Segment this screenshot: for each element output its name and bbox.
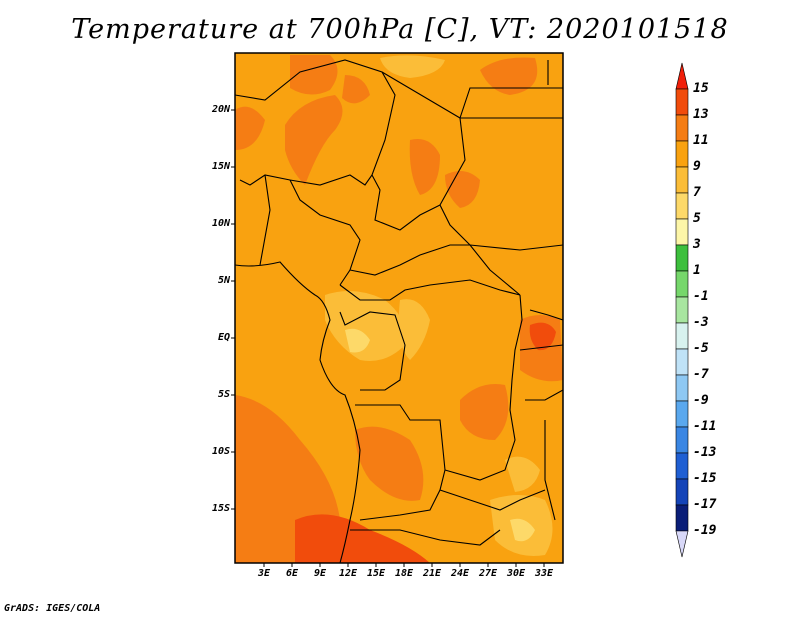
colorbar-swatch	[675, 374, 689, 402]
border-east-lakes	[519, 309, 563, 521]
warm-patch-center-east	[460, 384, 509, 440]
lat-label-eq: EQ	[217, 332, 230, 343]
colorbar-label: -11	[693, 419, 717, 434]
lon-label-24e: 24E	[450, 568, 470, 579]
colorbar-swatch	[675, 140, 689, 168]
border-drc-north	[339, 279, 521, 301]
cooler-patch-center	[345, 328, 370, 353]
colorbar-swatch	[675, 88, 689, 116]
warm-patch-ne1	[342, 75, 370, 104]
colorbar-swatch	[675, 322, 689, 350]
colorbar-label: -13	[693, 445, 717, 460]
cool-patch-east	[505, 456, 540, 492]
colorbar-swatch	[675, 166, 689, 194]
border-namibia	[350, 529, 501, 546]
cool-patch-center2	[398, 299, 430, 360]
colorbar-label: -15	[693, 471, 717, 486]
colorbar-swatch	[675, 400, 689, 428]
lat-label-15s: 15S	[211, 503, 230, 514]
colorbar-label: 11	[693, 133, 709, 148]
colorbar-swatch	[675, 452, 689, 480]
colorbar	[675, 62, 689, 558]
colorbar-swatch	[675, 478, 689, 506]
lat-label-15n: 15N	[211, 161, 230, 172]
lat-label-10n: 10N	[211, 218, 230, 229]
temperature-field	[235, 53, 563, 563]
border-car	[349, 244, 470, 276]
colorbar-label: -1	[693, 289, 709, 304]
lat-label-5n: 5N	[217, 275, 230, 286]
colorbar-swatch	[675, 218, 689, 246]
cooler-patch-se	[510, 518, 535, 542]
lon-label-15e: 15E	[366, 568, 386, 579]
lat-label-10s: 10S	[211, 446, 230, 457]
hot-patch-lake	[529, 322, 556, 351]
colorbar-label: 13	[693, 107, 709, 122]
border-drc-east	[444, 294, 523, 481]
lon-label-12e: 12E	[338, 568, 358, 579]
colorbar-swatch	[675, 296, 689, 324]
colorbar-swatch	[675, 270, 689, 298]
colorbar-swatch	[675, 192, 689, 220]
colorbar-swatch	[675, 530, 689, 558]
warm-patch-ne2	[409, 139, 440, 195]
colorbar-label: 7	[693, 185, 701, 200]
colorbar-label: -19	[693, 523, 717, 538]
colorbar-label: -17	[693, 497, 717, 512]
lon-label-6e: 6E	[285, 568, 299, 579]
coastline-west	[235, 261, 361, 563]
colorbar-label: 5	[693, 211, 701, 226]
lat-label-5s: 5S	[217, 389, 230, 400]
map-frame	[234, 52, 564, 564]
chart-title: Temperature at 700hPa [C], VT: 202010151…	[71, 14, 729, 45]
lon-label-3e: 3E	[257, 568, 271, 579]
warm-patch-west	[235, 106, 265, 150]
colorbar-label: -9	[693, 393, 709, 408]
colorbar-label: 9	[693, 159, 701, 174]
cool-patch-center	[325, 291, 406, 361]
border-zambia	[439, 489, 546, 511]
grads-credit: GrADS: IGES/COLA	[4, 603, 101, 614]
border-ne-vertical	[459, 87, 563, 119]
colorbar-swatch	[675, 114, 689, 142]
colorbar-label: -3	[693, 315, 709, 330]
colorbar-swatch	[675, 348, 689, 376]
lon-label-18e: 18E	[394, 568, 414, 579]
border-horn	[469, 244, 563, 251]
colorbar-label: -7	[693, 367, 709, 382]
colorbar-swatch	[675, 426, 689, 454]
colorbar-swatch	[675, 244, 689, 272]
hot-patch-southwest	[295, 514, 430, 563]
axis-ticks	[231, 109, 545, 567]
warm-patch-center	[355, 426, 424, 501]
border-chad	[371, 174, 441, 231]
colorbar-label: 1	[693, 263, 701, 278]
warm-patch-far-ne	[480, 57, 538, 95]
border-sahara-2	[381, 71, 521, 296]
border-congo	[339, 311, 406, 391]
colorbar-label: 3	[693, 237, 701, 252]
colorbar-swatch	[675, 62, 689, 90]
borders	[235, 59, 563, 563]
border-angola	[355, 404, 446, 521]
colorbar-label: -5	[693, 341, 709, 356]
warm-patch-north	[285, 95, 343, 185]
lat-label-20n: 20N	[211, 104, 230, 115]
colorbar-swatch	[675, 504, 689, 532]
lon-label-21e: 21E	[422, 568, 442, 579]
lon-label-27e: 27E	[478, 568, 498, 579]
lon-label-30e: 30E	[506, 568, 526, 579]
lon-label-9e: 9E	[313, 568, 327, 579]
colorbar-label: 15	[693, 81, 709, 96]
lon-label-33e: 33E	[534, 568, 554, 579]
cool-patch-north	[380, 55, 445, 78]
